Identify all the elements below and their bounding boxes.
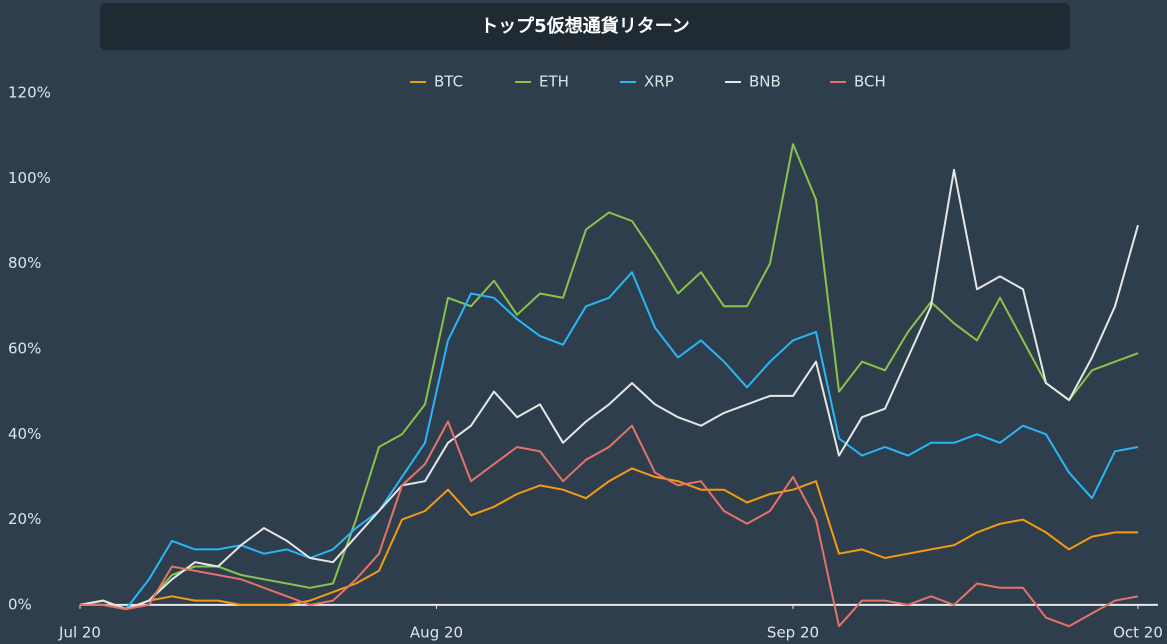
y-tick-label: 120% bbox=[8, 84, 51, 102]
y-tick-label: 20% bbox=[8, 510, 41, 528]
y-tick-label: 100% bbox=[8, 169, 51, 187]
series-line bbox=[79, 168, 1139, 611]
series-line bbox=[79, 143, 1139, 611]
legend-label: BCH bbox=[854, 73, 886, 91]
series-line bbox=[80, 420, 1139, 628]
legend-label: BNB bbox=[749, 73, 781, 91]
title-bar bbox=[100, 3, 1070, 50]
legend-label: XRP bbox=[644, 73, 674, 91]
y-tick-label: 60% bbox=[8, 339, 41, 357]
x-tick-label: Sep 20 bbox=[767, 624, 819, 642]
y-tick-label: 0% bbox=[8, 595, 32, 613]
series-line bbox=[79, 467, 1138, 611]
y-tick-label: 40% bbox=[8, 425, 41, 443]
x-tick-label: Aug 20 bbox=[410, 624, 463, 642]
series-line bbox=[80, 271, 1139, 611]
chart-title: トップ5仮想通貨リターン bbox=[480, 15, 690, 37]
legend-label: BTC bbox=[434, 73, 463, 91]
y-tick-label: 80% bbox=[8, 254, 41, 272]
x-tick-label: Oct 20 bbox=[1113, 624, 1163, 642]
legend-label: ETH bbox=[539, 73, 569, 91]
x-tick-label: Jul 20 bbox=[58, 624, 101, 642]
